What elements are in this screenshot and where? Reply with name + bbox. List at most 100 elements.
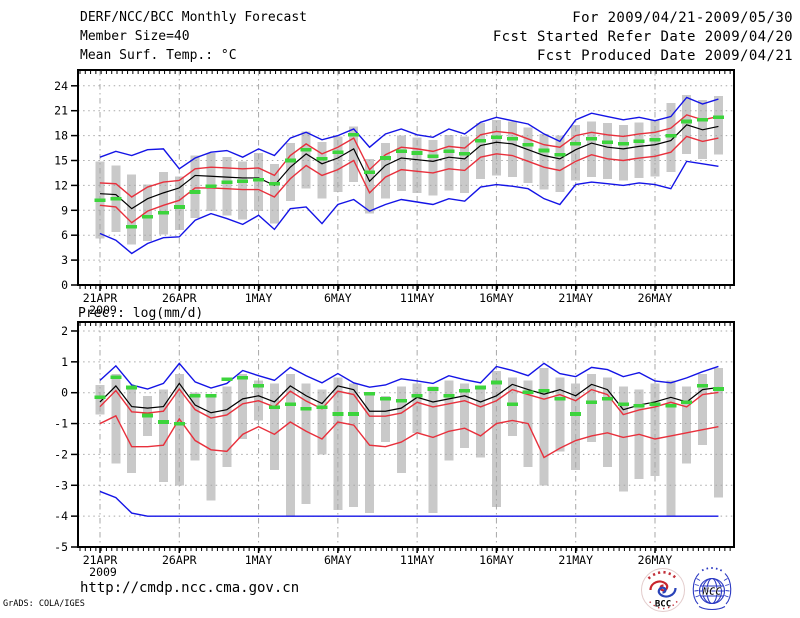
spread-bar — [476, 386, 486, 458]
climatology-dash — [364, 170, 376, 174]
climatology-dash — [475, 385, 487, 390]
climatology-dash — [427, 154, 439, 159]
source-url: http://cmdp.ncc.cma.gov.cn — [80, 580, 300, 596]
climatology-dash — [538, 389, 550, 393]
bcc-logo-top-script — [647, 570, 676, 580]
y-tick-label: 3 — [61, 253, 68, 267]
ensemble-mean-line — [99, 124, 719, 210]
x-tick-sublabel: 2009 — [89, 565, 117, 579]
spread-bar — [190, 392, 200, 461]
climatology-dash — [173, 205, 185, 209]
spread-bar — [713, 95, 723, 155]
spread-bar — [666, 380, 676, 517]
y-tick-label: 9 — [61, 203, 68, 217]
spread-bar — [634, 122, 644, 178]
spread-bar — [650, 120, 660, 177]
upper-band-line — [99, 387, 719, 419]
climatology-dash — [284, 158, 296, 163]
climatology-dash — [712, 115, 724, 120]
bcc-logo-bottom-script — [649, 600, 678, 610]
spread-bar — [301, 383, 311, 504]
ensemble-mean-line — [99, 382, 719, 414]
climatology-dash — [459, 152, 471, 156]
climatology-dash — [221, 377, 233, 381]
climatology-dash — [189, 393, 201, 398]
y-tick-label: -3 — [54, 478, 68, 492]
y-tick-label: -2 — [54, 447, 68, 461]
ensemble-min-line — [99, 160, 719, 255]
x-tick-label: 16MAY — [479, 553, 514, 567]
climatology-dash — [570, 142, 582, 146]
spread-bar — [143, 184, 153, 242]
x-tick-label: 21MAY — [558, 291, 593, 305]
climatology-dash — [633, 139, 645, 144]
ncc-wreath-leaves — [694, 578, 730, 598]
x-tick-label: 16MAY — [479, 291, 514, 305]
bcc-logo-text: BCC — [655, 600, 671, 610]
y-tick-label: 0 — [61, 278, 68, 292]
climatology-dash — [697, 118, 709, 122]
spread-bar — [380, 395, 390, 443]
y-tick-label: 12 — [54, 178, 68, 192]
climatology-dash — [649, 402, 661, 406]
grads-credit: GrADS: COLA/IGES — [3, 599, 85, 609]
upper-band-line — [99, 114, 719, 198]
climatology-dash — [94, 395, 106, 400]
climatology-dash — [332, 412, 344, 416]
climatology-dash — [411, 393, 423, 398]
ncc-wreath-right — [724, 573, 732, 605]
spread-bar — [682, 386, 692, 464]
x-tick-label: 26APR — [162, 553, 197, 567]
spread-bar — [317, 142, 327, 199]
ensemble-max-line — [99, 362, 719, 390]
spread-bar — [127, 389, 137, 473]
y-tick-label: 0 — [61, 386, 68, 400]
climatology-dash — [601, 140, 613, 145]
spread-bar — [222, 157, 232, 216]
ncc-logo-top-script — [701, 567, 723, 572]
climatology-dash — [157, 210, 169, 215]
climatology-dash — [554, 152, 566, 157]
spread-bar — [269, 383, 279, 470]
spread-bar — [158, 389, 168, 483]
y-tick-label: 15 — [54, 154, 68, 168]
spread-bar — [206, 395, 216, 501]
agency-logos: BCC — [641, 567, 732, 612]
climatology-dash — [506, 137, 518, 141]
spread-bar — [349, 383, 359, 507]
spread-bar — [285, 374, 295, 517]
spread-bar — [428, 139, 438, 196]
x-tick-label: 26MAY — [638, 291, 673, 305]
x-tick-label: 21MAY — [558, 553, 593, 567]
climatology-dash — [411, 151, 423, 155]
climatology-dash — [253, 177, 265, 182]
climatology-dash — [268, 181, 280, 186]
climatology-dash — [395, 149, 407, 154]
bcc-swirl-blue — [657, 586, 677, 598]
forecast-range-label: For 2009/04/21-2009/05/30 — [572, 10, 793, 26]
spread-bar — [587, 374, 597, 443]
spread-bar — [587, 121, 597, 178]
lower-band-line — [99, 414, 719, 459]
x-tick-label: 11MAY — [400, 553, 435, 567]
spread-bar — [698, 374, 708, 446]
spread-bar — [476, 123, 486, 179]
y-tick-label: 24 — [54, 79, 68, 93]
spread-bar — [317, 389, 327, 455]
ensemble-min-line — [99, 490, 719, 517]
climatology-dash — [395, 398, 407, 403]
climatology-dash — [475, 138, 487, 143]
spread-bar — [460, 383, 470, 449]
y-tick-label: 2 — [61, 324, 68, 338]
page-title: DERF/NCC/BCC Monthly Forecast — [80, 10, 307, 25]
climatology-dash — [348, 132, 360, 137]
climatology-dash — [379, 397, 391, 401]
climatology-dash — [316, 405, 328, 410]
x-tick-label: 21APR — [83, 291, 118, 305]
spread-bar — [571, 383, 581, 470]
spread-bar — [285, 143, 295, 202]
spread-bar — [238, 374, 248, 439]
climatology-dash — [601, 397, 613, 401]
climatology-dash — [586, 137, 598, 141]
climatology-dash — [142, 215, 154, 219]
